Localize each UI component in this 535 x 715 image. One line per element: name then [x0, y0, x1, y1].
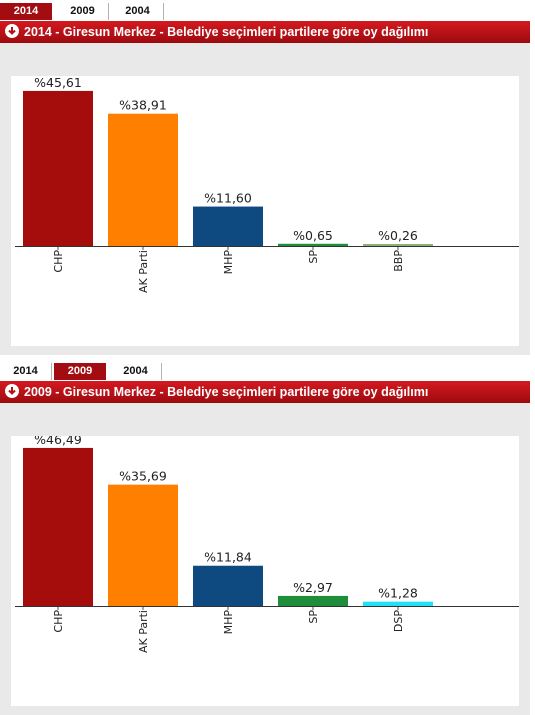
- category-label: MHP: [222, 250, 235, 275]
- bar-value-label: %38,91: [119, 98, 167, 113]
- chart-plot: %45,61 CHP %38,91 AK Parti %11,60 MHP %0,65 SP%…: [11, 76, 519, 346]
- tab-2014[interactable]: 2014: [0, 3, 52, 20]
- bar-ak-parti: [108, 484, 178, 606]
- tab-2014[interactable]: 2014: [0, 363, 52, 380]
- year-tabs: 2014 2009 2004: [0, 0, 535, 20]
- bar-chp: [23, 447, 93, 606]
- chart-header: 2014 - Giresun Merkez - Belediye seçimle…: [0, 21, 530, 43]
- bar-value-label: %2,97: [293, 580, 333, 595]
- bar-mhp: [193, 565, 263, 606]
- category-label: MHP: [222, 610, 235, 635]
- category-label: SP: [307, 610, 320, 624]
- chart-area: %45,61 CHP %38,91 AK Parti %11,60 MHP %0,65 SP%…: [0, 43, 530, 355]
- arrow-down-circle-icon: [5, 384, 19, 398]
- category-label: DSP: [392, 610, 405, 632]
- tab-2004[interactable]: 2004: [110, 363, 162, 380]
- bar-value-label: %0,65: [293, 228, 333, 243]
- bar-sp: [278, 243, 348, 246]
- category-label: SP: [307, 250, 320, 264]
- category-label: CHP: [52, 610, 65, 633]
- category-label: AK Parti: [137, 610, 150, 653]
- category-label: CHP: [52, 250, 65, 273]
- election-panel-2014: 2014 2009 2004 2014 - Giresun Merkez - B…: [0, 0, 535, 355]
- bar-sp: [278, 595, 348, 606]
- bar-value-label: %46,49: [34, 436, 82, 447]
- year-tabs: 2014 2009 2004: [0, 360, 535, 380]
- tab-2009[interactable]: 2009: [57, 3, 109, 20]
- bar-bbp: [363, 244, 433, 246]
- tab-2004[interactable]: 2004: [112, 3, 164, 20]
- chart-header: 2009 - Giresun Merkez - Belediye seçimle…: [0, 381, 530, 403]
- bar-value-label: %11,60: [204, 191, 252, 206]
- bar-ak-parti: [108, 113, 178, 247]
- election-panel-2009: 2014 2009 2004 2009 - Giresun Merkez - B…: [0, 360, 535, 715]
- bar-value-label: %1,28: [378, 586, 418, 601]
- bar-value-label: %45,61: [34, 76, 82, 90]
- bar-dsp: [363, 601, 433, 606]
- bar-value-label: %35,69: [119, 469, 167, 484]
- bar-chp: [23, 90, 93, 247]
- chart-plot: %46,49 CHP %35,69 AK Parti %11,84 MHP %2,97 SP%…: [11, 436, 519, 706]
- tab-2009[interactable]: 2009: [54, 363, 106, 380]
- chart-title: 2009 - Giresun Merkez - Belediye seçimle…: [24, 385, 429, 399]
- bar-mhp: [193, 206, 263, 246]
- bar-value-label: %0,26: [378, 228, 418, 243]
- category-label: AK Parti: [137, 250, 150, 293]
- chart-title: 2014 - Giresun Merkez - Belediye seçimle…: [24, 25, 429, 39]
- bar-chart: %46,49 CHP %35,69 AK Parti %11,84 MHP %2,97 SP%…: [15, 436, 519, 653]
- arrow-down-circle-icon: [5, 24, 19, 38]
- bar-chart: %45,61 CHP %38,91 AK Parti %11,60 MHP %0,65 SP%…: [15, 76, 519, 293]
- bar-value-label: %11,84: [204, 550, 252, 565]
- chart-area: %46,49 CHP %35,69 AK Parti %11,84 MHP %2,97 SP%…: [0, 403, 530, 715]
- category-label: BBP: [392, 250, 405, 272]
